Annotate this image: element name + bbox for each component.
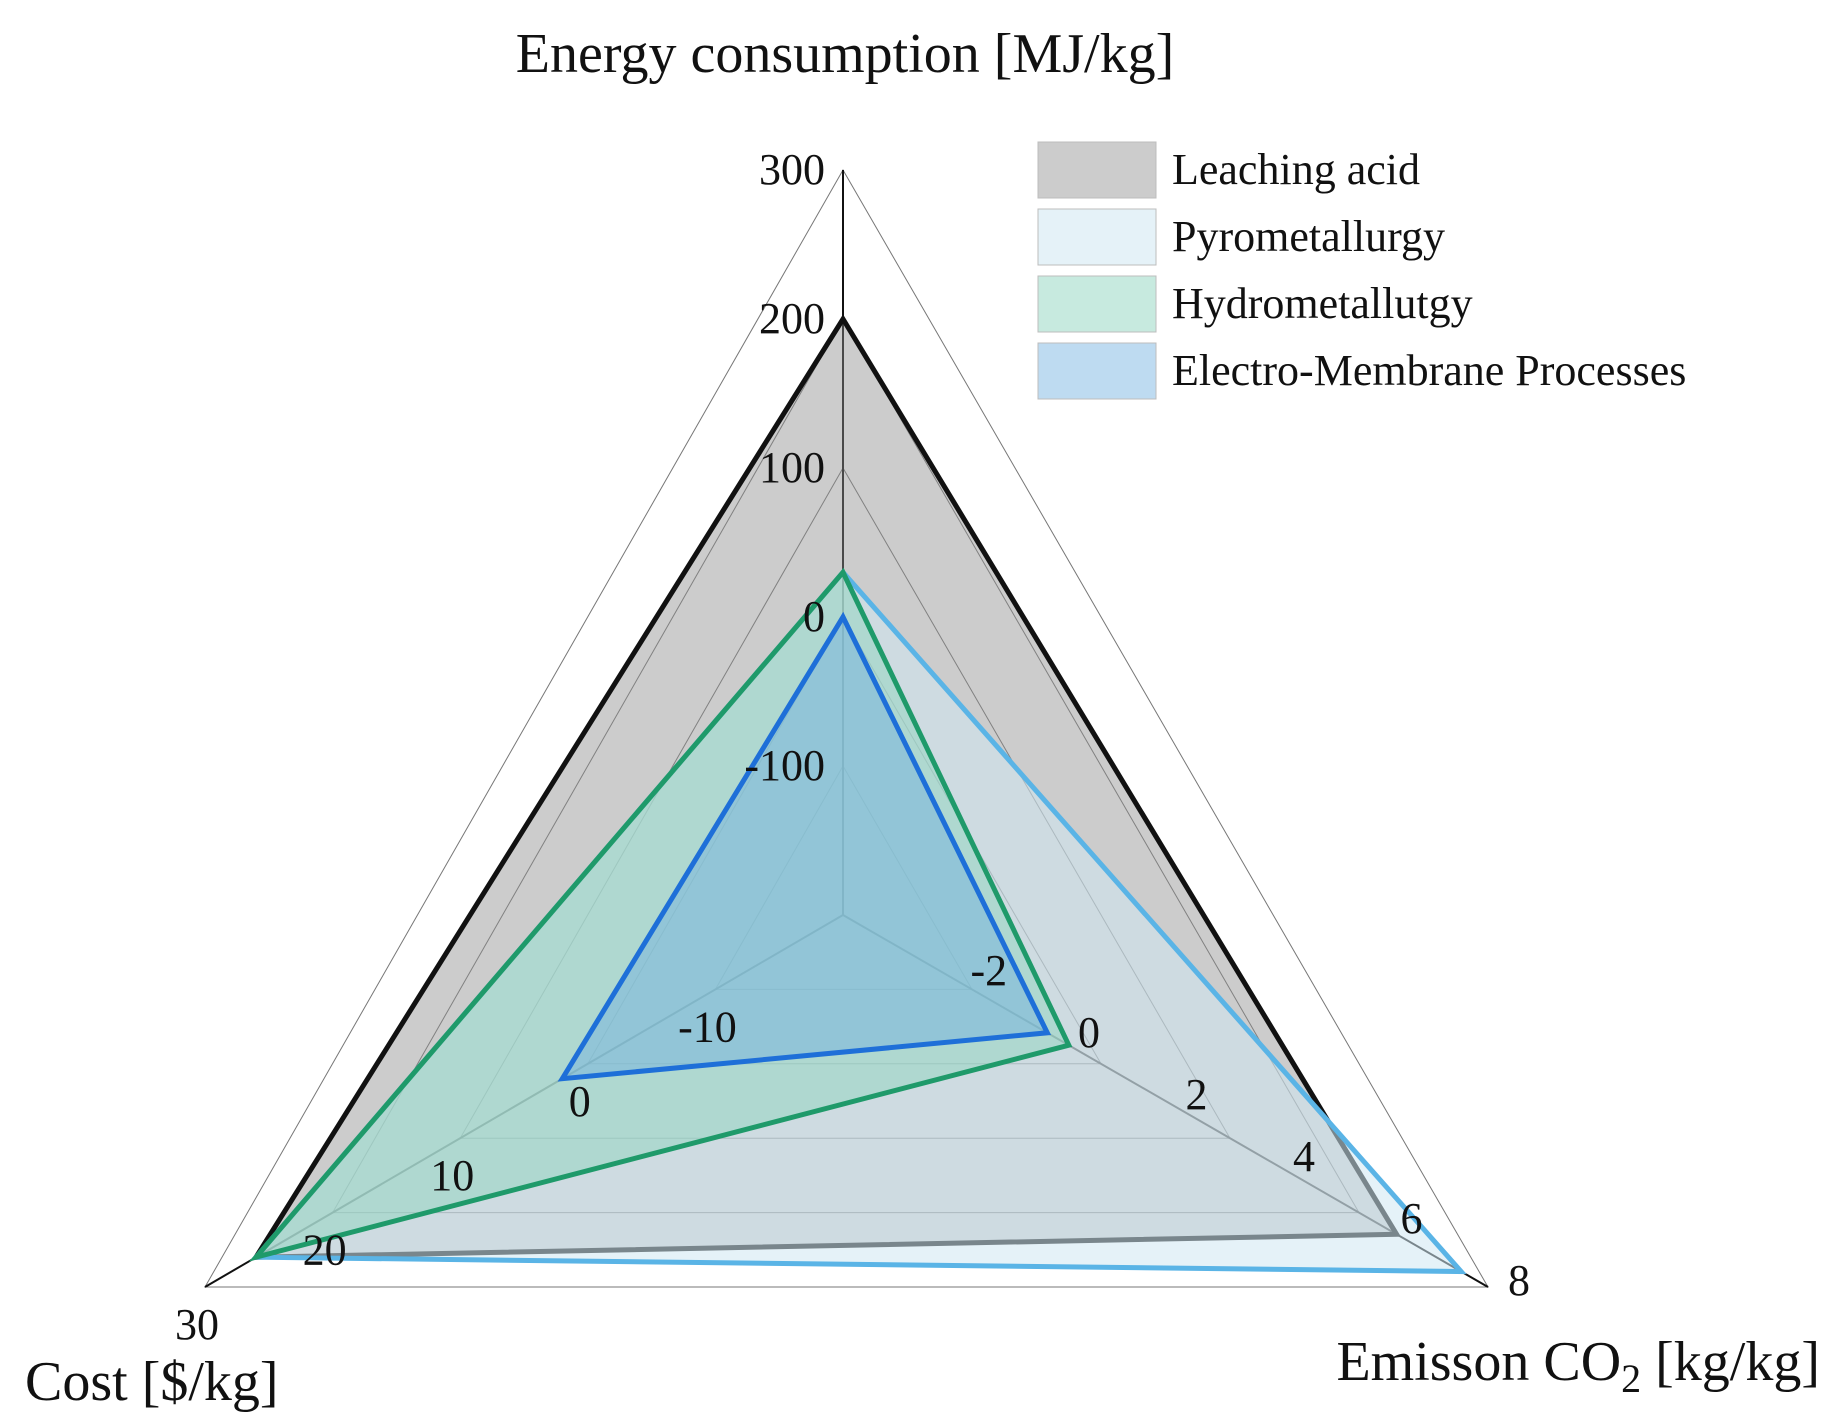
tick-label-cost-4: 30 xyxy=(175,1300,219,1349)
tick-label-energy-1: 0 xyxy=(803,592,825,641)
legend-label-3: Hydrometallutgy xyxy=(1172,279,1473,328)
tick-label-emission-0: -2 xyxy=(971,946,1008,995)
grid-ring-5 xyxy=(204,168,1489,1288)
tick-label-emission-5: 8 xyxy=(1508,1256,1530,1305)
tick-label-energy-2: 100 xyxy=(759,443,825,492)
axis-title-layer: Energy consumption [MJ/kg] Emisson CO2 [… xyxy=(25,23,1820,1413)
tick-label-cost-2: 10 xyxy=(430,1151,474,1200)
legend-swatch-2 xyxy=(1037,208,1157,266)
tick-label-emission-1: 0 xyxy=(1078,1008,1100,1057)
axis-title-energy: Energy consumption [MJ/kg] xyxy=(516,23,1174,85)
axis-title-emission: Emisson CO2 [kg/kg] xyxy=(1336,1331,1820,1401)
tick-label-energy-3: 200 xyxy=(759,294,825,343)
legend-swatch-4 xyxy=(1037,342,1157,400)
legend-swatch-3 xyxy=(1037,275,1157,333)
legend-label-2: Pyrometallurgy xyxy=(1172,212,1445,261)
tick-label-energy-0: -100 xyxy=(744,741,825,790)
legend: Leaching acid Pyrometallurgy Hydrometallut… xyxy=(1037,141,1686,400)
tick-label-cost-1: 0 xyxy=(569,1077,591,1126)
axis-title-cost: Cost [$/kg] xyxy=(25,1351,279,1413)
series-polygon-4 xyxy=(557,611,1052,1082)
tick-label-emission-3: 4 xyxy=(1293,1132,1315,1181)
series-layer xyxy=(248,314,1467,1275)
axis-title-emission-subscript: 2 xyxy=(1621,1356,1641,1401)
legend-label-4: Electro-Membrane Processes xyxy=(1172,346,1686,395)
axis-title-emission-tail: [kg/kg] xyxy=(1641,1331,1820,1393)
tick-label-energy-4: 300 xyxy=(759,145,825,194)
tick-label-cost-0: -10 xyxy=(678,1002,737,1051)
legend-swatch-1 xyxy=(1037,141,1157,199)
tick-label-cost-3: 20 xyxy=(303,1226,347,1275)
tick-label-emission-4: 6 xyxy=(1401,1194,1423,1243)
tick-label-emission-2: 2 xyxy=(1186,1070,1208,1119)
legend-label-1: Leaching acid xyxy=(1172,145,1420,194)
